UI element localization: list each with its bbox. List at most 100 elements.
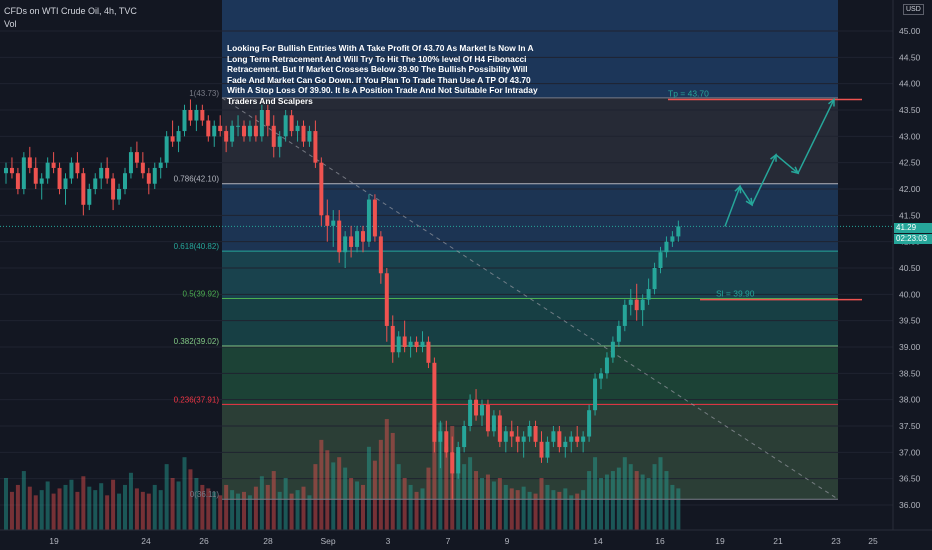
candle-body — [289, 115, 294, 132]
volume-bar — [664, 471, 669, 530]
candle-body — [599, 373, 603, 379]
volume-bar — [105, 495, 110, 530]
candle-body — [200, 110, 205, 121]
chart-title: CFDs on WTI Crude Oil, 4h, TVC — [4, 6, 137, 16]
volume-bar — [468, 457, 473, 530]
candle-body — [604, 357, 609, 374]
candle-body — [194, 110, 199, 121]
candle-body — [462, 426, 467, 448]
fib-label: 1(43.73) — [189, 89, 219, 98]
projection-path — [724, 97, 835, 227]
volume-bar — [539, 478, 544, 530]
candle-body — [480, 404, 484, 416]
volume-bar — [414, 491, 419, 530]
projection-arrowhead — [734, 184, 742, 194]
candle-body — [610, 341, 615, 358]
candle-body — [27, 157, 32, 168]
time-tick-label: 16 — [655, 536, 665, 546]
candle-body — [563, 441, 568, 448]
time-tick-label: 7 — [446, 536, 451, 546]
take-profit-label: Tp = 43.70 — [668, 88, 709, 98]
candle-body — [331, 220, 336, 226]
candle-body — [402, 336, 407, 347]
candle-body — [414, 341, 419, 347]
volume-bar — [474, 471, 479, 530]
projection-arrowhead — [770, 153, 777, 162]
volume-bar — [533, 493, 538, 530]
fibonacci-zones — [222, 0, 838, 500]
candle-body — [355, 231, 360, 247]
projection-arrowhead — [745, 197, 753, 207]
price-tick-label: 42.00 — [899, 184, 921, 194]
volume-bar — [652, 464, 657, 530]
volume-bar — [259, 476, 264, 530]
candle-body — [87, 189, 92, 205]
volume-bar — [230, 490, 235, 530]
volume-bar — [604, 474, 609, 530]
candle-body — [491, 415, 496, 432]
candle-body — [117, 189, 122, 200]
candle-body — [99, 167, 104, 179]
volume-bar — [509, 488, 514, 530]
candle-body — [57, 167, 62, 189]
currency-badge[interactable]: USD — [903, 4, 924, 15]
candle-body — [242, 125, 246, 137]
fib-zone — [222, 97, 838, 184]
analysis-annotation: Looking For Bullish Entries With A Take … — [227, 43, 538, 106]
candle-body — [581, 436, 586, 442]
candle-body — [236, 125, 241, 127]
volume-bar — [485, 474, 490, 530]
candle-body — [75, 162, 80, 174]
time-tick-label: 14 — [593, 536, 603, 546]
volume-bar — [63, 484, 68, 530]
candle-body — [468, 399, 473, 426]
volume-bar — [557, 491, 562, 530]
volume-bar — [575, 493, 580, 530]
volume-bar — [152, 484, 157, 530]
price-tick-label: 43.50 — [899, 105, 921, 115]
candle-body — [372, 199, 377, 237]
volume-bar — [640, 474, 645, 530]
volume-bar — [551, 490, 556, 530]
price-tick-label: 37.00 — [899, 447, 921, 457]
time-tick-label: 24 — [141, 536, 151, 546]
candle-body — [253, 125, 258, 137]
candle-body — [123, 173, 127, 189]
volume-bar — [527, 491, 532, 530]
volume-bar — [9, 491, 14, 530]
volume-bar — [628, 464, 633, 530]
volume-bar — [69, 479, 74, 530]
candle-body — [497, 415, 502, 442]
candle-body — [182, 110, 187, 132]
volume-bar — [81, 476, 86, 530]
candle-body — [51, 162, 56, 168]
volume-bar — [587, 471, 592, 530]
candle-body — [450, 452, 455, 474]
volume-bar — [277, 491, 282, 530]
volume-bar — [658, 457, 663, 530]
price-tick-label: 40.00 — [899, 289, 921, 299]
candle-body — [69, 162, 74, 179]
candle-body — [426, 341, 431, 363]
candle-body — [140, 162, 145, 174]
candle-body — [622, 304, 627, 326]
projection-arrowhead — [828, 97, 835, 107]
volume-bar — [242, 491, 246, 530]
candle-body — [283, 115, 288, 137]
volume-bar — [93, 490, 98, 530]
volume-bar — [307, 495, 312, 530]
candle-body — [527, 426, 532, 437]
volume-bar — [164, 464, 169, 530]
fib-label: 0(36.11) — [190, 490, 220, 499]
candle-body — [325, 215, 330, 226]
candle-body — [313, 131, 318, 163]
volume-bar — [390, 432, 395, 530]
price-tick-label: 45.00 — [899, 26, 921, 36]
price-tick-label: 37.50 — [899, 421, 921, 431]
candle-body — [218, 125, 223, 132]
volume-bar — [378, 439, 383, 530]
volume-bar — [140, 491, 145, 530]
candle-body — [4, 167, 8, 174]
candle-body — [271, 125, 276, 147]
